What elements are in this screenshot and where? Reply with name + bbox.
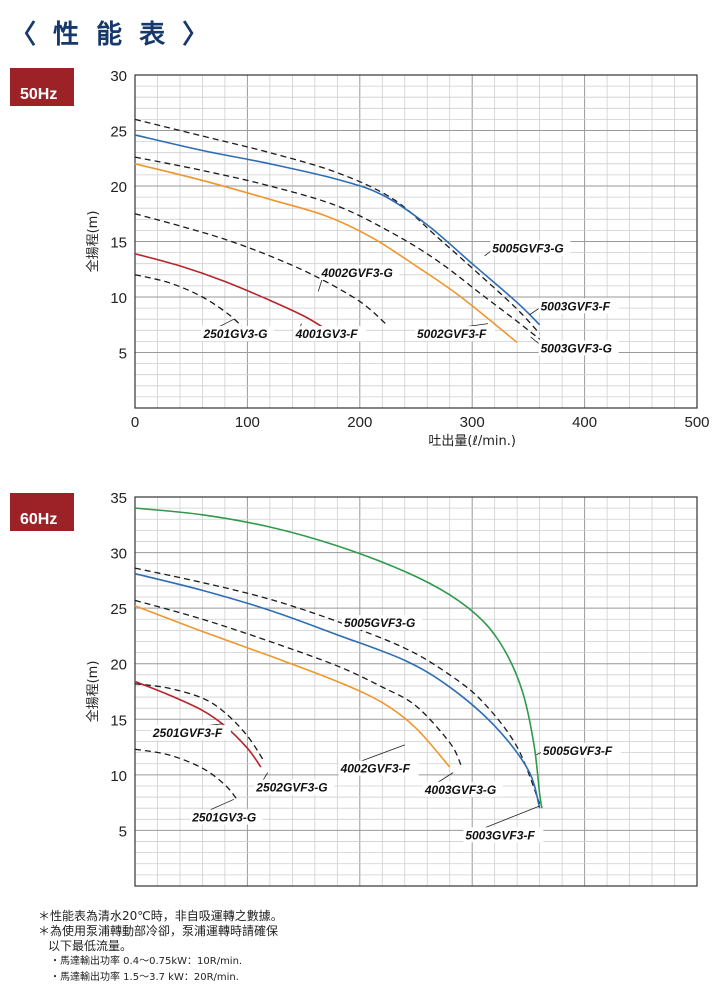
y-tick-label: 5 [119, 346, 127, 363]
x-axis-label: 吐出量(ℓ/min.) [428, 434, 516, 449]
note-line: 以下最低流量。 [48, 939, 133, 953]
series-line-2501gvf3-f [134, 680, 262, 768]
series-label: 2501GV3-G [202, 327, 267, 341]
label-background [190, 809, 263, 825]
plot-frame [134, 496, 698, 887]
series-label: 5003GVF3-G [541, 342, 612, 356]
y-tick-label: 20 [110, 179, 127, 196]
y-tick-label: 35 [110, 490, 127, 507]
label-background [201, 326, 274, 342]
series-line-4003gvf3-g [134, 599, 462, 766]
label-background [319, 265, 400, 281]
label-background [415, 326, 495, 342]
series-line-4002gvf3-f [134, 605, 451, 768]
page-title: 〈 性 能 表 〉 [10, 20, 213, 50]
series-label: 2501GV3-G [191, 811, 256, 825]
x-tick-label: 0 [131, 414, 139, 431]
x-tick-label: 300 [460, 414, 485, 431]
y-tick-label: 25 [110, 124, 127, 141]
x-tick-label: 100 [235, 414, 260, 431]
series-label: 5003GVF3-F [541, 299, 611, 313]
y-tick-label: 10 [110, 290, 127, 307]
label-background [540, 742, 621, 758]
series-label: 5005GVF3-G [344, 616, 415, 630]
series-label: 4002GVF3-F [340, 762, 411, 776]
series-label: 2501GVF3-F [152, 726, 223, 740]
plot-frame [134, 74, 698, 409]
y-tick-label: 10 [110, 768, 127, 785]
note-line: ＊為使用泵浦轉動部冷卻，泵浦運轉時請確保 [38, 924, 279, 938]
series-label: 5002GVF3-F [417, 327, 487, 341]
series-line-2501gv3-g [134, 748, 237, 799]
series-line-2501gv3-g [134, 274, 248, 333]
series-line-5005gvf3-g [134, 567, 541, 804]
series-label: 4002GVF3-G [320, 266, 392, 280]
grid [134, 496, 698, 887]
label-background [463, 827, 544, 843]
series-label: 2502GVF3-G [255, 781, 327, 795]
y-axis-label: 全揚程(m) [85, 211, 101, 273]
y-tick-label: 5 [119, 823, 127, 840]
frequency-badge-60hz: 60Hz [10, 493, 74, 531]
series-line-5003gvf3-f [134, 572, 541, 809]
badge-label: 50Hz [20, 86, 58, 103]
footnotes: ＊性能表為清水20℃時，非自吸運轉之數據。 ＊為使用泵浦轉動部冷卻，泵浦運轉時請… [38, 909, 283, 986]
label-background [422, 781, 503, 797]
series-label: 5005GVF3-G [492, 242, 563, 256]
note-line: ・馬達輸出功率 0.4～0.75kW：10R/min. [50, 956, 243, 967]
x-tick-label: 500 [684, 414, 709, 431]
label-background [293, 326, 367, 342]
badge-label: 60Hz [20, 511, 58, 528]
note-line: ＊性能表為清水20℃時，非自吸運轉之數據。 [38, 909, 283, 923]
series-label: 5005GVF3-F [543, 744, 613, 758]
y-tick-label: 15 [110, 712, 127, 729]
series-label: 4001GV3-F [295, 327, 359, 341]
series-line-5005gvf3-f [134, 507, 543, 809]
series-line-5005gvf3-g [134, 118, 541, 335]
series-line-5003gvf3-f [134, 134, 541, 326]
note-line: ・馬達輸出功率 1.5～3.7 kW：20R/min. [50, 972, 239, 983]
y-tick-label: 15 [110, 235, 127, 252]
series-label: 5003GVF3-F [465, 828, 535, 842]
y-tick-label: 25 [110, 601, 127, 618]
label-background [338, 760, 419, 776]
label-background [341, 615, 422, 631]
series-label: 4003GVF3-G [424, 783, 496, 797]
y-tick-label: 30 [110, 546, 127, 563]
y-axis-label: 全揚程(m) [85, 661, 101, 723]
series-line-4001gv3-f [134, 252, 327, 330]
series-line-5003gvf3-g [134, 156, 541, 340]
grid [134, 74, 698, 409]
label-background [254, 779, 335, 795]
x-tick-label: 400 [572, 414, 597, 431]
y-tick-label: 20 [110, 657, 127, 674]
label-background [538, 298, 619, 314]
label-background [538, 340, 619, 356]
series-line-5002gvf3-f [134, 163, 518, 344]
label-background [490, 240, 571, 256]
y-tick-label: 30 [110, 68, 127, 85]
label-background [150, 725, 231, 741]
frequency-badge-50hz: 50Hz [10, 68, 74, 106]
series-line-2502gvf3-g [134, 683, 265, 762]
performance-chart-60hz: 5 10 15 20 25 30 35 全揚程(m) 5005GVF3-G 5005GVF3-F 2… [85, 490, 698, 887]
x-tick-label: 200 [347, 414, 372, 431]
series-line-4002gvf3-g [134, 213, 389, 327]
